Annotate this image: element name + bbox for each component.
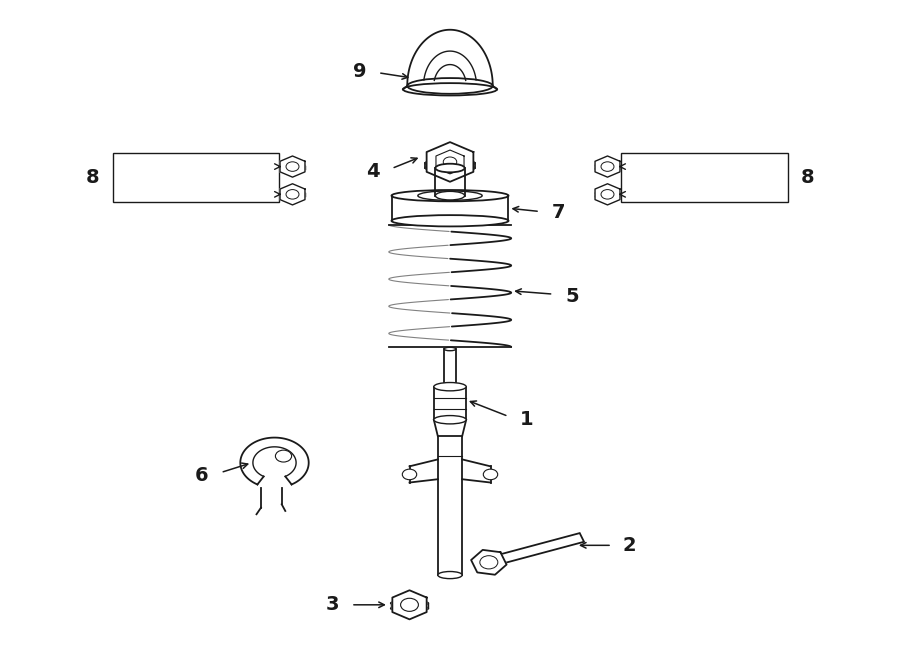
Polygon shape [392, 590, 427, 619]
Circle shape [601, 190, 614, 199]
Text: 4: 4 [366, 163, 380, 181]
Ellipse shape [436, 164, 464, 173]
Ellipse shape [436, 192, 464, 200]
Polygon shape [471, 550, 507, 574]
Bar [112, 153, 279, 202]
Bar [621, 153, 788, 202]
Polygon shape [595, 184, 620, 205]
Ellipse shape [391, 600, 428, 606]
Circle shape [443, 157, 456, 167]
Polygon shape [487, 533, 584, 566]
Polygon shape [280, 156, 305, 177]
Circle shape [402, 469, 417, 480]
Ellipse shape [445, 347, 456, 351]
Ellipse shape [434, 383, 466, 391]
Ellipse shape [595, 167, 620, 171]
Text: 9: 9 [353, 62, 366, 81]
Ellipse shape [392, 215, 508, 227]
Ellipse shape [280, 194, 305, 199]
Circle shape [601, 162, 614, 171]
Text: 8: 8 [801, 168, 814, 187]
Text: 1: 1 [520, 410, 534, 429]
Text: 6: 6 [195, 467, 209, 485]
Polygon shape [427, 142, 473, 182]
Bar [445, 349, 455, 387]
Text: 7: 7 [552, 204, 565, 222]
Ellipse shape [280, 163, 305, 168]
Polygon shape [595, 156, 620, 177]
Circle shape [286, 162, 299, 171]
Circle shape [400, 598, 418, 611]
Ellipse shape [418, 191, 482, 200]
Ellipse shape [280, 191, 305, 196]
Ellipse shape [595, 191, 620, 196]
Polygon shape [280, 184, 305, 205]
Circle shape [483, 469, 498, 480]
Text: 5: 5 [565, 287, 579, 305]
Ellipse shape [438, 572, 463, 578]
Circle shape [286, 190, 299, 199]
Bar [437, 436, 463, 575]
Circle shape [275, 450, 292, 462]
Ellipse shape [391, 605, 428, 611]
Ellipse shape [392, 190, 508, 202]
Ellipse shape [595, 194, 620, 199]
Ellipse shape [280, 167, 305, 171]
Text: 2: 2 [623, 537, 636, 555]
Bar [434, 387, 466, 420]
Ellipse shape [434, 416, 466, 424]
Circle shape [480, 556, 498, 569]
Ellipse shape [595, 163, 620, 168]
Text: 8: 8 [86, 168, 99, 187]
Text: 3: 3 [326, 596, 339, 614]
